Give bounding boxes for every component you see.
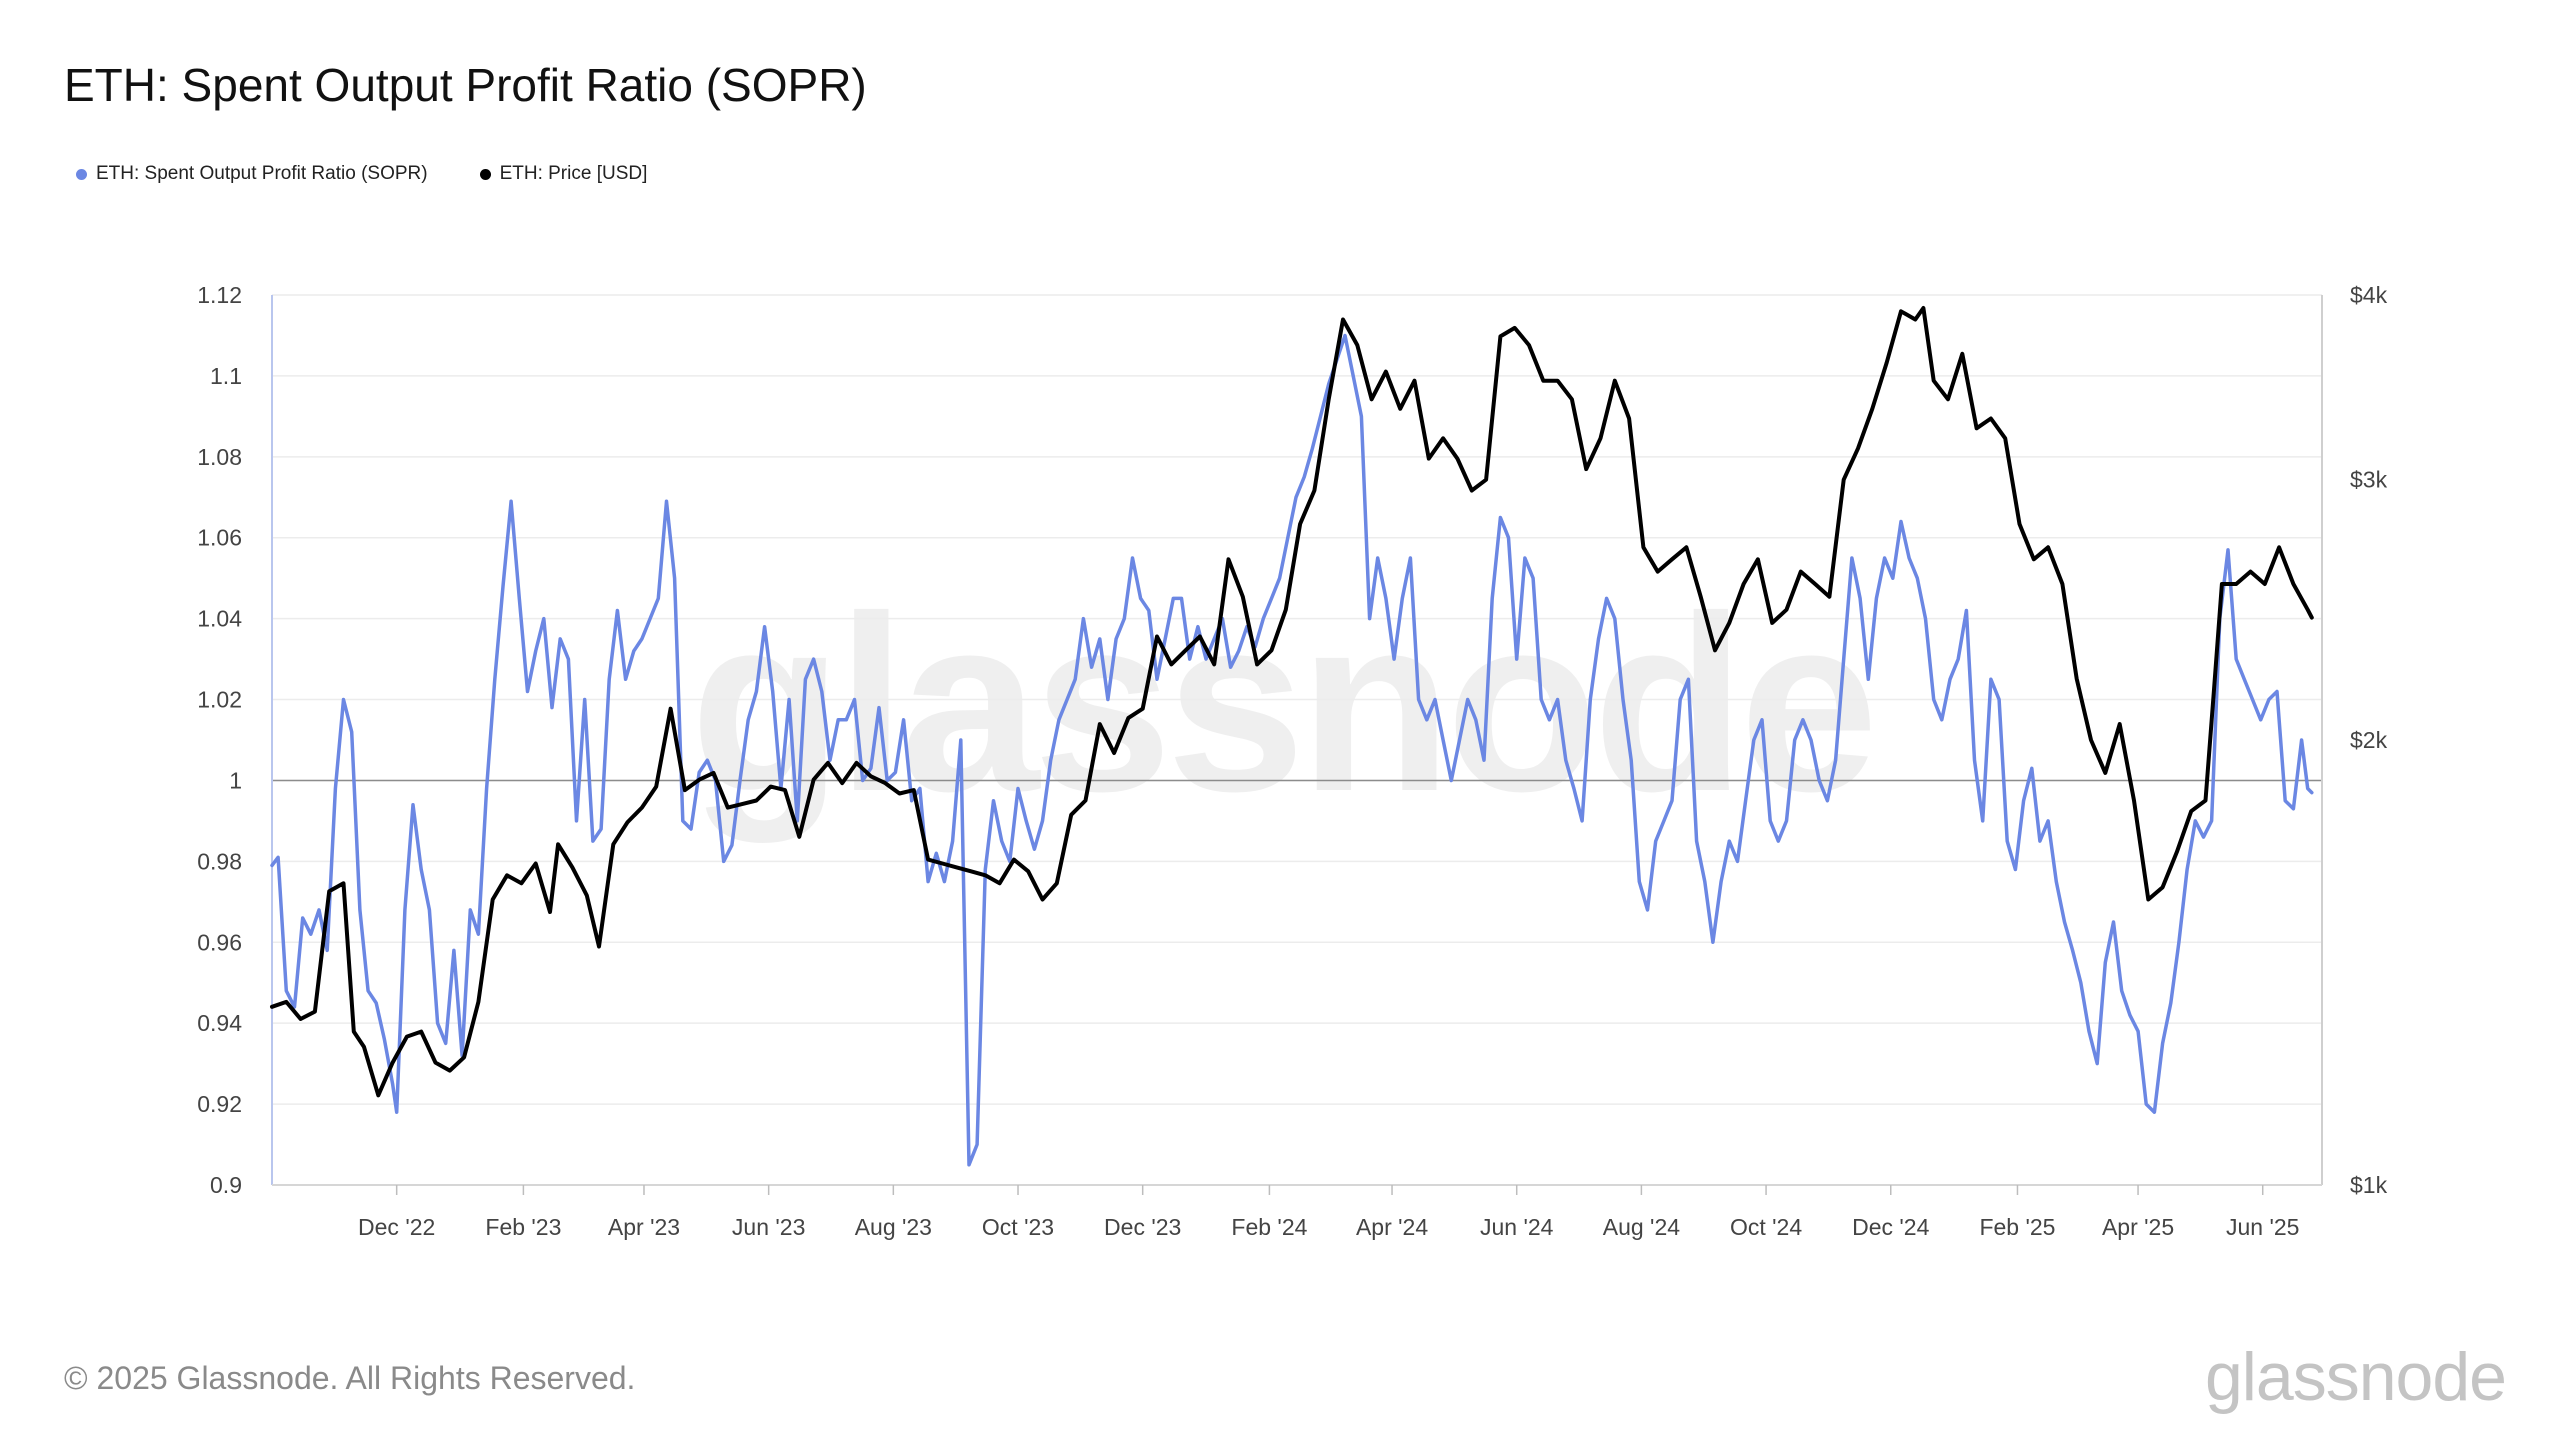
x-tick-label: Jun '24: [1480, 1214, 1554, 1240]
x-tick-label: Feb '24: [1231, 1214, 1307, 1240]
y-left-tick-label: 1.04: [197, 606, 242, 632]
x-tick-label: Oct '23: [982, 1214, 1054, 1240]
series-line-price[interactable]: [270, 306, 2314, 1098]
y-left-tick-label: 0.94: [197, 1010, 242, 1036]
x-tick-label: Feb '25: [1979, 1214, 2055, 1240]
x-tick-label: Apr '23: [608, 1214, 680, 1240]
legend-label-sopr: ETH: Spent Output Profit Ratio (SOPR): [96, 163, 428, 184]
x-tick-label: Dec '22: [358, 1214, 435, 1240]
y-left-tick-label: 1: [229, 767, 242, 793]
grid-lines: [272, 294, 2322, 1186]
x-tick-label: Apr '24: [1356, 1214, 1428, 1240]
y-left-tick-label: 1.02: [197, 687, 242, 713]
legend-dot-price: [479, 168, 491, 180]
y-right-tick-label: $4k: [2350, 282, 2388, 308]
series-line-sopr[interactable]: [270, 333, 2314, 1167]
tick-labels: 0.9 0.92 0.94 0.96 0.98 1 1.02 1.04 1.06 1.08 1.1 1…: [197, 282, 2387, 1240]
y-left-tick-label: 1.1: [210, 363, 242, 389]
y-left-tick-label: 0.96: [197, 929, 242, 955]
copyright-text: © 2025 Glassnode. All Rights Reserved.: [64, 1360, 636, 1396]
x-tick-label: Feb '23: [485, 1214, 561, 1240]
y-right-tick-label: $1k: [2350, 1172, 2388, 1198]
y-left-tick-label: 0.98: [197, 848, 242, 874]
legend-item-price[interactable]: ETH: Price [USD]: [479, 163, 648, 185]
legend-dot-sopr: [76, 168, 87, 180]
x-tick-label: Oct '24: [1730, 1214, 1802, 1240]
legend-label-price: ETH: Price [USD]: [499, 163, 648, 184]
y-right-tick-label: $3k: [2350, 467, 2388, 493]
x-tick-label: Aug '24: [1603, 1214, 1680, 1240]
y-left-tick-label: 1.06: [197, 525, 242, 551]
series-lines: [270, 306, 2314, 1167]
y-left-tick-label: 0.9: [210, 1172, 242, 1198]
x-tick-label: Dec '24: [1852, 1214, 1929, 1240]
y-left-tick-label: 1.12: [197, 282, 242, 308]
y-right-tick-label: $2k: [2350, 727, 2388, 753]
x-tick-label: Jun '23: [732, 1214, 805, 1240]
legend: ETH: Spent Output Profit Ratio (SOPR) ET…: [76, 163, 699, 185]
y-left-tick-label: 0.92: [197, 1091, 242, 1117]
x-tick-label: Apr '25: [2102, 1214, 2174, 1240]
legend-item-sopr[interactable]: ETH: Spent Output Profit Ratio (SOPR): [76, 163, 428, 185]
x-tick-label: Jun '25: [2226, 1214, 2299, 1240]
x-tick-label: Dec '23: [1104, 1214, 1181, 1240]
axes: [271, 295, 2323, 1195]
x-tick-label: Aug '23: [855, 1214, 932, 1240]
brand-logo: glassnode: [2204, 1339, 2507, 1415]
chart-title: ETH: Spent Output Profit Ratio (SOPR): [64, 59, 867, 111]
y-left-tick-label: 1.08: [197, 444, 242, 470]
